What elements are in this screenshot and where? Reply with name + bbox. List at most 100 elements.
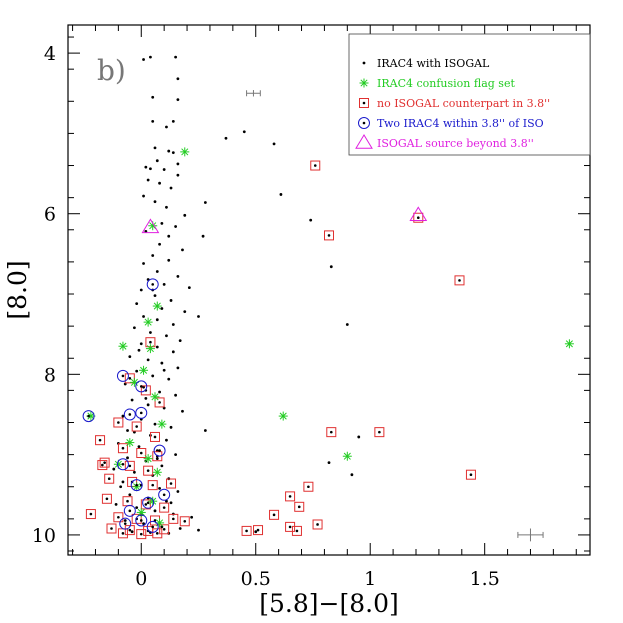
dotted-square-point — [147, 480, 158, 491]
dot-point — [167, 234, 171, 238]
dotted-square-point — [168, 513, 179, 524]
dotted-circle-point — [146, 278, 159, 291]
x-axis-title: [5.8]−[8.0] — [259, 589, 398, 618]
asterisk-point — [342, 451, 352, 461]
dotted-square-point — [101, 493, 112, 504]
legend-symbol-dot — [362, 61, 366, 65]
y-axis-ticks: 4 6 8 10 — [32, 36, 590, 552]
dotted-square-point — [294, 501, 305, 512]
dot-point — [130, 398, 134, 402]
asterisk-point — [152, 467, 162, 477]
dotted-square-point — [159, 502, 170, 513]
dot-point — [142, 385, 145, 389]
asterisk-point — [125, 438, 135, 448]
dot-point — [224, 136, 228, 140]
legend-label-no-counterpart: no ISOGAL counterpart in 3.8'' — [377, 97, 550, 110]
plot-area: 0 0.5 1 1.5 4 6 8 10 — [32, 24, 591, 590]
dot-point — [272, 142, 276, 146]
dotted-circle-point — [158, 488, 171, 501]
dot-point — [153, 509, 157, 513]
dotted-square-point — [454, 275, 465, 286]
dotted-square-point — [253, 525, 264, 536]
dotted-square-point — [326, 427, 337, 438]
dot-point — [142, 262, 145, 265]
dotted-square-point — [143, 465, 154, 476]
dot-point — [158, 486, 161, 490]
dotted-square-point — [113, 417, 124, 428]
dot-point — [176, 98, 180, 102]
y-tick-label: 4 — [44, 43, 56, 65]
dot-point — [254, 530, 258, 534]
dot-point — [162, 282, 166, 286]
dot-point — [242, 130, 246, 134]
dot-point — [167, 377, 171, 381]
dot-point — [197, 528, 200, 532]
dotted-square-point — [136, 529, 147, 540]
dot-point — [174, 393, 178, 397]
dotted-circle-point — [123, 504, 136, 517]
legend-box — [348, 33, 591, 156]
dot-point — [169, 501, 173, 505]
dot-point — [158, 390, 161, 394]
dotted-square-point — [241, 525, 252, 536]
dot-point — [174, 55, 178, 59]
dotted-square-point — [285, 491, 296, 502]
dot-point — [169, 299, 173, 302]
dotted-square-point — [97, 460, 108, 471]
dot-point — [171, 119, 175, 123]
dot-point — [329, 265, 333, 269]
dot-point — [181, 248, 184, 252]
dot-point — [146, 178, 150, 182]
dotted-square-point — [166, 478, 177, 489]
dot-point — [165, 334, 168, 338]
dotted-circle-point — [119, 517, 132, 530]
x-tick-label: 0.5 — [241, 568, 271, 590]
dot-point — [151, 119, 155, 123]
asterisk-point — [143, 454, 153, 464]
dotted-square-point — [99, 457, 110, 468]
dot-point — [176, 274, 180, 278]
dotted-circle-point — [142, 496, 155, 509]
dot-point — [126, 429, 129, 432]
dot-point — [130, 530, 134, 534]
asterisk-point — [118, 341, 128, 351]
dotted-square-point — [179, 516, 190, 527]
legend-symbols — [355, 61, 373, 149]
dot-point — [176, 173, 180, 177]
dot-point — [190, 515, 194, 519]
dotted-square-point — [152, 528, 163, 539]
dot-point — [153, 200, 157, 204]
dot-point — [153, 294, 157, 298]
dot-point — [201, 234, 205, 238]
dotted-square-point — [465, 469, 476, 480]
dot-point — [121, 480, 125, 484]
x-tick-label: 0 — [135, 568, 147, 590]
dot-point — [139, 342, 143, 346]
dotted-circle-point — [146, 520, 159, 533]
dot-point — [142, 58, 145, 61]
legend-symbol-triangle — [355, 134, 373, 149]
dot-point — [167, 258, 171, 262]
asterisk-point — [139, 365, 149, 375]
dot-point — [309, 218, 313, 222]
dot-point — [135, 506, 139, 510]
dotted-square-point — [124, 460, 135, 471]
dot-point — [112, 467, 116, 471]
dot-point — [151, 254, 155, 257]
triangle-point — [141, 218, 160, 234]
asterisk-point — [180, 147, 190, 157]
dot-point — [203, 429, 207, 432]
dot-point — [176, 77, 180, 81]
dot-point — [183, 310, 187, 314]
dot-point — [144, 397, 148, 400]
dot-point — [176, 162, 180, 166]
dot-point — [149, 167, 152, 171]
dotted-square-point — [136, 448, 147, 459]
dot-point — [132, 326, 136, 330]
legend-symbol-asterisk — [359, 78, 369, 88]
dot-point — [151, 95, 155, 99]
dot-point — [155, 457, 159, 461]
dotted-circle-point — [153, 444, 166, 457]
dotted-square-point — [106, 523, 117, 534]
